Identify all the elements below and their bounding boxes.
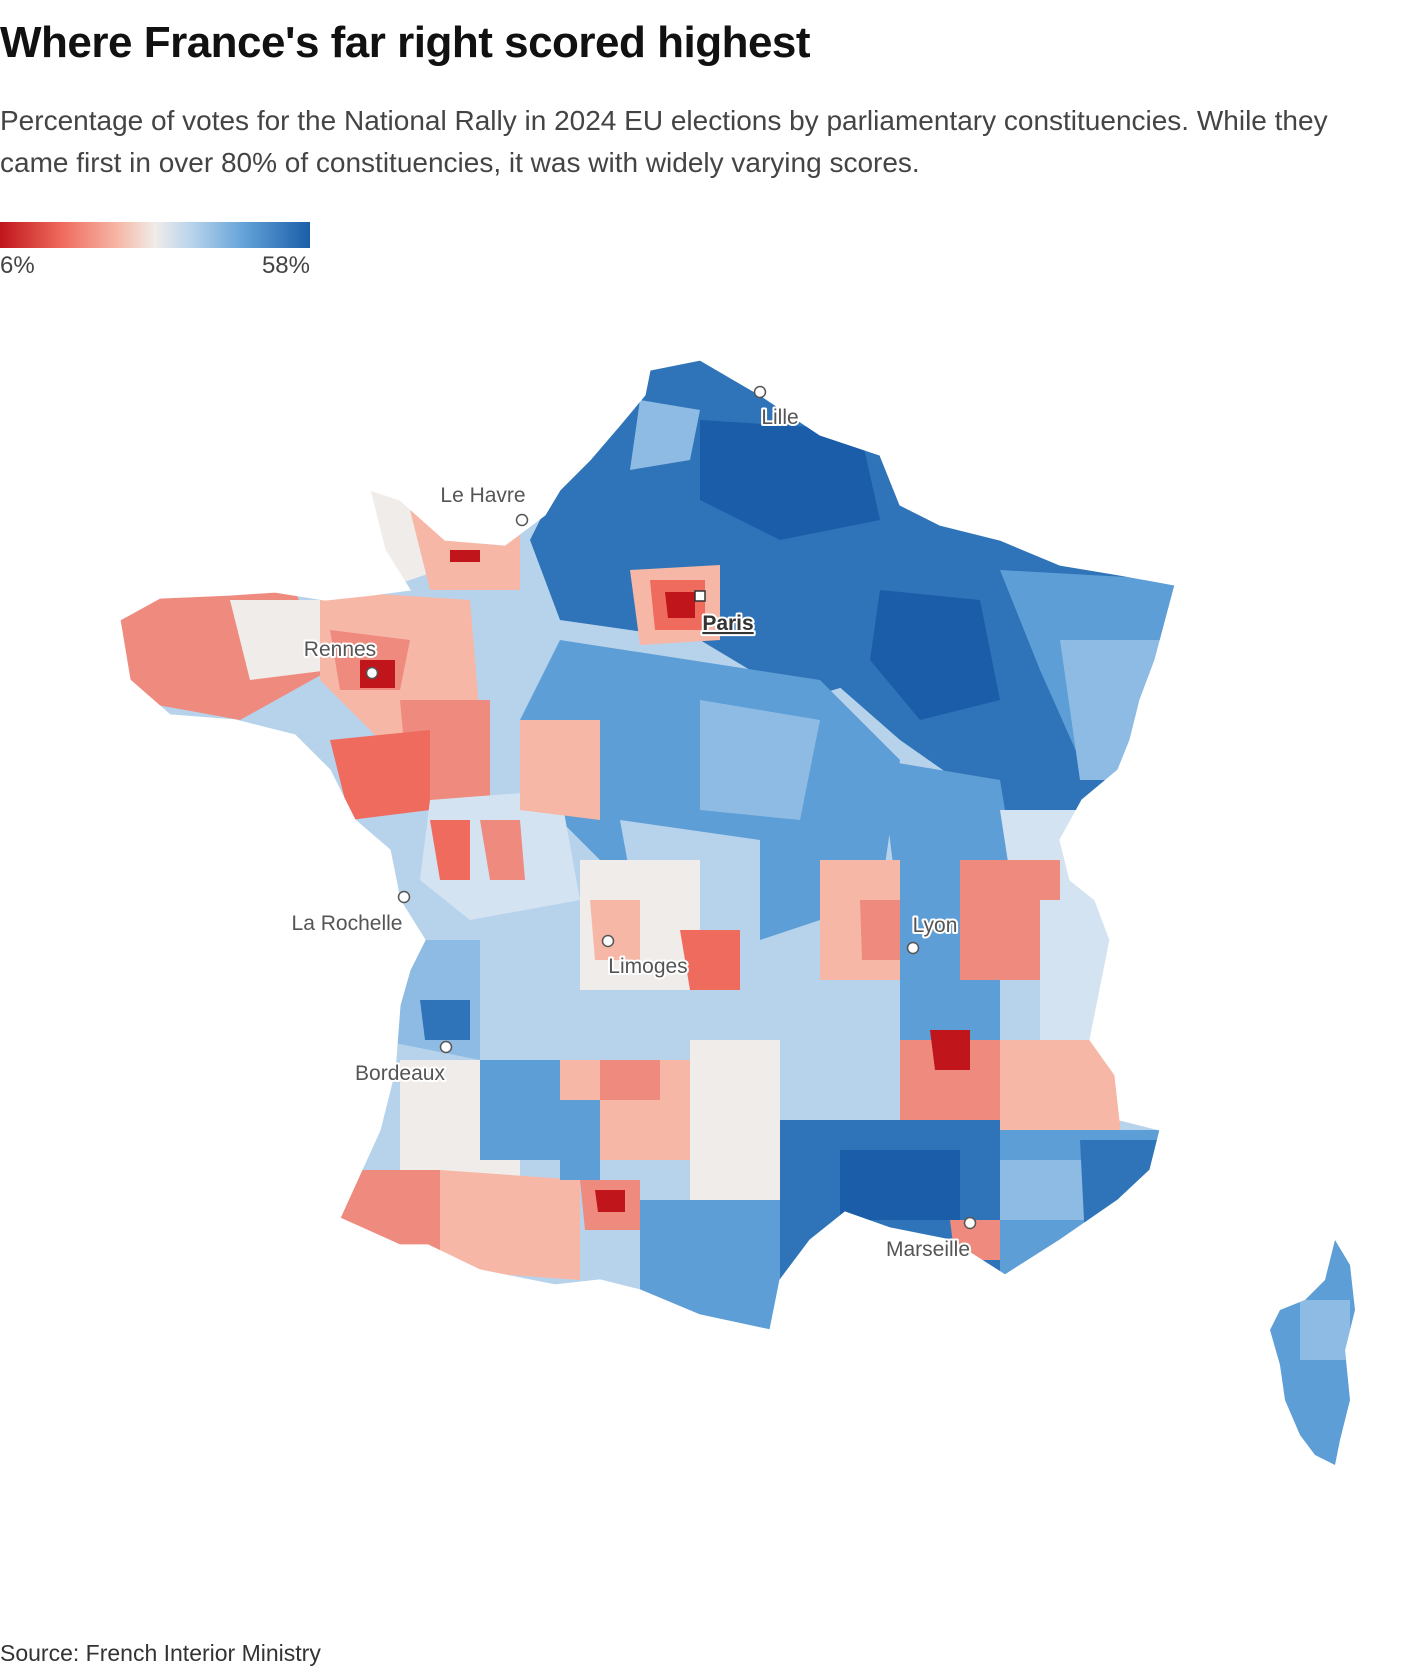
city-label-bordeaux: Bordeaux [355, 1062, 445, 1085]
legend-gradient-bar [0, 222, 310, 248]
city-marker-limoges: Limoges [601, 934, 690, 980]
france-constituency-map: Lille Le Havre Paris Rennes La Rochelle … [119, 359, 1355, 1465]
legend-max-label: 58% [261, 252, 310, 279]
legend-min-label: 6% [0, 252, 35, 279]
city-marker-rennes: Rennes [302, 636, 379, 680]
chart-title: Where France's far right scored highest [0, 18, 811, 67]
city-label-paris: Paris [702, 612, 753, 635]
city-label-limoges: Limoges [608, 955, 687, 978]
color-legend: 6% 58% [0, 222, 310, 282]
city-label-marseille: Marseille [886, 1238, 970, 1261]
city-marker-paris: Paris [694, 590, 756, 637]
city-marker-lyon: Lyon [906, 912, 959, 955]
city-label-la-rochelle: La Rochelle [292, 912, 403, 935]
city-marker-bordeaux: Bordeaux [353, 1040, 453, 1087]
city-marker-marseille: Marseille [884, 1216, 977, 1263]
source-note: Source: French Interior Ministry [0, 1640, 321, 1666]
corsica [1270, 1240, 1355, 1465]
mainland-france [119, 359, 1176, 1331]
city-marker-le-havre: Le Havre [438, 482, 529, 527]
city-label-lyon: Lyon [913, 914, 958, 937]
city-label-rennes: Rennes [304, 638, 376, 661]
city-label-lille: Lille [761, 406, 798, 429]
constituency-regions [120, 360, 1175, 1330]
city-marker-la-rochelle: La Rochelle [290, 890, 411, 937]
city-marker-lille: Lille [753, 385, 801, 431]
city-markers: Lille Le Havre Paris Rennes La Rochelle … [290, 385, 977, 1263]
chart-subtitle: Percentage of votes for the National Ral… [0, 105, 1328, 178]
city-label-le-havre: Le Havre [440, 484, 525, 507]
